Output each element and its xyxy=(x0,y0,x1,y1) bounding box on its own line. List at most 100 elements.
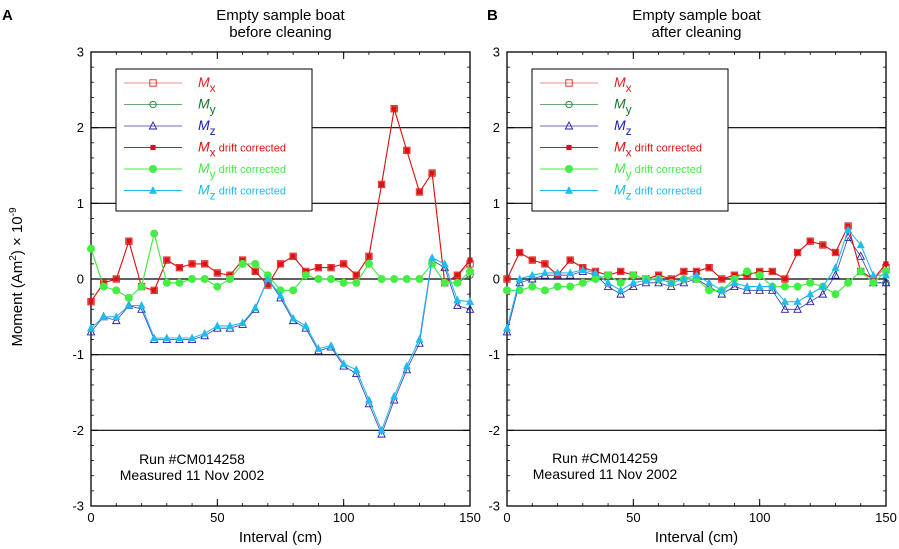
data-point-mx_dc xyxy=(782,276,788,282)
data-point-mx_dc xyxy=(618,268,624,275)
data-point-mz xyxy=(856,251,866,260)
data-point-mz xyxy=(389,395,399,404)
y-axis-label: Moment (Am2) × 10-9 xyxy=(8,207,26,347)
data-point-mx xyxy=(831,248,840,257)
data-point-mz_dc xyxy=(882,270,890,279)
data-point-mx xyxy=(617,267,625,276)
data-point-my_dc xyxy=(869,278,878,287)
data-point-mz_dc xyxy=(188,333,197,342)
data-point-mx_dc xyxy=(366,253,372,259)
data-point-my_dc xyxy=(629,271,638,280)
data-point-mz xyxy=(805,296,815,306)
series-mz_dc xyxy=(503,225,890,332)
panel-letter: A xyxy=(2,7,13,24)
data-point-mz_dc xyxy=(327,341,336,349)
data-point-mx_dc xyxy=(126,238,132,244)
series-line-mz_dc xyxy=(90,256,471,432)
data-point-mz_dc xyxy=(755,282,764,290)
legend-entry: Mz drift corrected xyxy=(198,182,286,203)
data-point-my_dc xyxy=(503,286,511,295)
data-point-mz_dc xyxy=(844,225,853,234)
data-point-mx_dc xyxy=(151,287,157,293)
data-point-mx_dc xyxy=(504,276,510,282)
data-point-mz_dc xyxy=(150,333,159,342)
data-point-mx_dc xyxy=(176,265,183,271)
legend-marker xyxy=(565,165,573,173)
legend-entry: Mx xyxy=(198,74,216,95)
data-point-my_dc xyxy=(137,282,146,291)
data-point-mz_dc xyxy=(112,312,121,321)
data-point-mz_dc xyxy=(768,282,777,290)
x-tick-label: 150 xyxy=(875,510,897,525)
data-point-mz_dc xyxy=(99,312,108,321)
data-point-mx_dc xyxy=(88,299,94,305)
data-point-mx xyxy=(515,248,524,257)
legend-entry: Mz xyxy=(198,117,216,138)
data-point-mx xyxy=(163,256,171,264)
run-annotation: Run #CM014258 xyxy=(139,451,245,467)
run-annotation: Measured 11 Nov 2002 xyxy=(120,467,265,483)
data-point-my_dc xyxy=(213,282,222,291)
data-point-mx xyxy=(125,237,133,245)
data-point-my_dc xyxy=(591,275,600,283)
data-point-mx_dc xyxy=(794,249,801,256)
run-annotation: Measured 11 Nov 2002 xyxy=(533,466,678,482)
data-point-mz xyxy=(742,285,752,294)
data-point-my_dc xyxy=(780,282,789,291)
data-point-mz_dc xyxy=(578,265,587,274)
data-point-mz_dc xyxy=(440,259,449,268)
legend-entry: My xyxy=(198,96,216,117)
data-point-mz_dc xyxy=(616,285,625,294)
legend-entry: Mx xyxy=(614,74,632,95)
data-point-mx_dc xyxy=(202,261,208,267)
data-point-mz_dc xyxy=(743,282,752,290)
data-point-mx_dc xyxy=(353,272,359,278)
data-point-my_dc xyxy=(364,259,373,268)
data-point-mx_dc xyxy=(113,276,119,282)
data-point-mz_dc xyxy=(238,318,247,327)
data-point-mz_dc xyxy=(289,313,298,322)
data-point-mx xyxy=(403,146,411,155)
data-point-mz_dc xyxy=(730,278,739,286)
data-point-mz_dc xyxy=(566,268,575,277)
data-point-mz_dc xyxy=(276,291,285,299)
chart-title-line: after cleaning xyxy=(651,24,741,41)
data-point-mz_dc xyxy=(339,359,348,367)
legend-entry: Mz drift corrected xyxy=(614,182,702,203)
data-point-mz xyxy=(818,289,828,298)
data-point-mx_dc xyxy=(189,261,195,267)
data-point-mz_dc xyxy=(364,395,373,404)
data-point-my_dc xyxy=(87,244,95,253)
y-tick-label: 2 xyxy=(493,120,500,135)
data-point-my_dc xyxy=(251,259,260,268)
legend-marker xyxy=(565,186,573,194)
data-point-mx_dc xyxy=(416,189,423,195)
y-tick-label: -2 xyxy=(72,423,84,438)
legend-marker xyxy=(149,186,157,194)
data-point-mz_dc xyxy=(553,268,562,277)
data-point-mx xyxy=(276,260,285,268)
data-point-mx_dc xyxy=(265,282,271,288)
data-point-mx_dc xyxy=(328,265,334,271)
data-point-my_dc xyxy=(566,282,575,291)
data-point-my_dc xyxy=(238,259,247,268)
data-point-mz_dc xyxy=(540,268,549,277)
y-tick-label: -3 xyxy=(72,499,84,514)
data-point-mz xyxy=(86,326,96,336)
series-mz_dc xyxy=(87,253,474,434)
data-point-my_dc xyxy=(844,278,853,287)
data-point-my_dc xyxy=(528,282,537,291)
data-point-my_dc xyxy=(553,282,562,291)
data-point-my_dc xyxy=(453,278,462,287)
data-point-mz xyxy=(881,277,891,287)
data-point-my_dc xyxy=(124,293,133,302)
data-point-mz xyxy=(465,304,475,313)
data-point-mx xyxy=(718,275,726,283)
data-point-mx_dc xyxy=(164,257,170,263)
data-point-my_dc xyxy=(150,229,159,238)
x-axis-label: Interval (cm) xyxy=(239,529,322,546)
data-point-mx_dc xyxy=(315,265,321,271)
